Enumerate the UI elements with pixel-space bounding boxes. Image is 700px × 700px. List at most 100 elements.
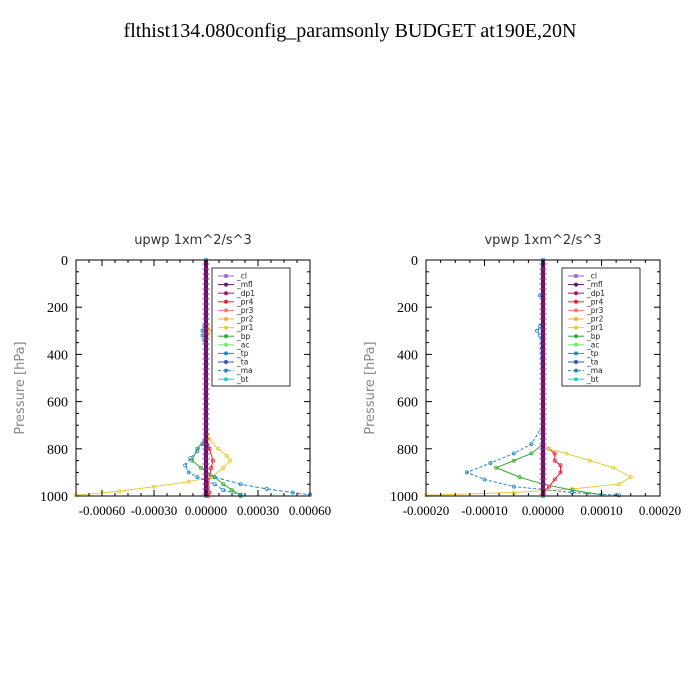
legend-label: _bt: [586, 375, 599, 384]
legend-marker-pr4: [574, 299, 578, 304]
legend-label: _tp: [586, 349, 599, 358]
legend-label: _pr3: [236, 306, 254, 315]
data-point-bp: [494, 465, 499, 470]
legend-marker-dp1: [224, 291, 228, 296]
data-point-pr1: [228, 458, 233, 463]
x-tick-label: 0.00000: [522, 503, 564, 518]
legend-label: _pr4: [236, 297, 254, 306]
data-point-pr1: [546, 446, 551, 451]
data-point-tp: [212, 482, 217, 487]
legend-marker-pr3: [574, 308, 578, 313]
data-point-ma: [212, 475, 217, 480]
legend-label: _ma: [236, 366, 253, 375]
zero-profile-stack: [541, 260, 545, 496]
data-point-ma: [264, 486, 269, 491]
x-tick-label: 0.00020: [639, 503, 681, 518]
data-point-pr4: [552, 451, 557, 456]
data-point-tp: [195, 449, 200, 454]
legend-label: _pr1: [586, 323, 604, 332]
y-tick-label: 200: [47, 301, 68, 316]
panel-title: upwp 1xm^2/s^3: [134, 233, 252, 248]
data-point-pr4: [209, 465, 214, 470]
data-point-pr1: [117, 489, 122, 494]
x-tick-label: -0.00020: [403, 503, 450, 518]
legend-marker-ac: [224, 342, 228, 347]
y-axis-label: Pressure [hPa]: [13, 341, 28, 434]
zero-profile-stack: [204, 260, 208, 496]
y-tick-label: 400: [397, 348, 418, 363]
legend-label: _bp: [586, 332, 601, 341]
data-point-tp: [183, 463, 188, 468]
legend-marker-tp: [574, 351, 578, 356]
legend-label: _ac: [236, 340, 249, 349]
data-point-bp: [529, 451, 534, 456]
legend-label: _ac: [586, 340, 599, 349]
legend-label: _pr3: [586, 306, 604, 315]
y-tick-label: 400: [47, 348, 68, 363]
legend-marker-ta: [224, 360, 228, 364]
legend: _cl_mfl_dp1_pr4_pr3_pr2_pr1_bp_ac_tp_ta_…: [211, 267, 291, 387]
legend-label: _pr1: [236, 323, 254, 332]
legend-label: _pr4: [586, 297, 604, 306]
data-point-bp: [221, 482, 226, 487]
data-point-tp: [511, 484, 516, 489]
data-point-ma: [238, 482, 243, 487]
data-point-pr4: [552, 477, 557, 482]
data-point-tp: [186, 470, 191, 475]
legend: _cl_mfl_dp1_pr4_pr3_pr2_pr1_bp_ac_tp_ta_…: [561, 267, 641, 387]
x-tick-label: -0.00030: [131, 503, 178, 518]
data-point-ma: [290, 490, 295, 495]
data-point-bp: [511, 458, 516, 463]
legend-marker-ma: [574, 368, 578, 373]
legend-marker-pr1: [224, 325, 228, 330]
legend-marker-pr4: [224, 299, 228, 304]
legend-label: _pr2: [586, 315, 604, 324]
y-tick-label: 200: [397, 301, 418, 316]
legend-label: _tp: [236, 349, 249, 358]
data-point-tp: [617, 493, 622, 498]
data-point-pr1: [628, 475, 633, 480]
legend-label: _dp1: [586, 289, 605, 298]
data-point-tp: [511, 451, 516, 456]
y-tick-label: 800: [397, 443, 418, 458]
legend-label: _pr2: [236, 315, 254, 324]
legend-marker-bt: [224, 377, 228, 382]
legend-label: _ta: [586, 358, 598, 367]
data-point-pr1: [587, 458, 592, 463]
data-point-pr1: [564, 451, 569, 456]
data-point-pr1: [221, 465, 226, 470]
legend-marker-ta: [574, 360, 578, 364]
panel-vpwp: vpwp 1xm^2/s^3 Pressure [hPa] 0 200 400 600 80…: [363, 233, 681, 518]
legend-marker-bt: [574, 377, 578, 382]
legend-marker-bp: [224, 334, 228, 339]
data-point-bp: [570, 488, 575, 493]
data-point-tp: [188, 456, 193, 461]
legend-marker-cl: [574, 274, 578, 278]
x-tick-label: 0.00000: [185, 503, 227, 518]
data-point-tp: [488, 460, 493, 465]
legend-label: _ma: [586, 366, 603, 375]
legend-label: _mfl: [236, 280, 253, 289]
legend-marker-mfl: [224, 282, 228, 287]
data-point-pr1: [611, 465, 616, 470]
legend-marker-dp1: [574, 291, 578, 296]
data-point-tp: [482, 477, 487, 482]
legend-marker-tp: [224, 351, 228, 356]
data-point-tp: [221, 488, 226, 493]
series-line-pr4: [542, 260, 561, 496]
y-axis-label: Pressure [hPa]: [363, 341, 378, 434]
y-tick-label: 800: [47, 443, 68, 458]
legend-marker-mfl: [574, 282, 578, 287]
legend-marker-ac: [574, 342, 578, 347]
x-tick-label: 0.00060: [289, 503, 331, 518]
legend-marker-cl: [224, 274, 228, 278]
legend-marker-pr1: [574, 325, 578, 330]
x-tick-label: -0.00060: [79, 503, 126, 518]
data-point-pr1: [216, 446, 221, 451]
data-point-pr4: [558, 470, 563, 475]
y-tick-label: 600: [47, 396, 68, 411]
data-point-pr4: [210, 458, 215, 463]
data-point-tp: [464, 470, 469, 475]
data-point-bp: [198, 465, 203, 470]
legend-marker-pr3: [224, 308, 228, 313]
